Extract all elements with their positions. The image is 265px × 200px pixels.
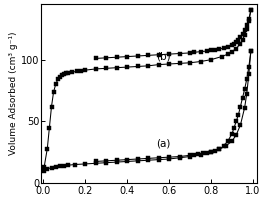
Text: (a): (a) [156, 138, 171, 148]
Text: (b): (b) [156, 52, 171, 62]
Y-axis label: Volume Adsorbed (cm³ g⁻¹): Volume Adsorbed (cm³ g⁻¹) [10, 32, 19, 155]
